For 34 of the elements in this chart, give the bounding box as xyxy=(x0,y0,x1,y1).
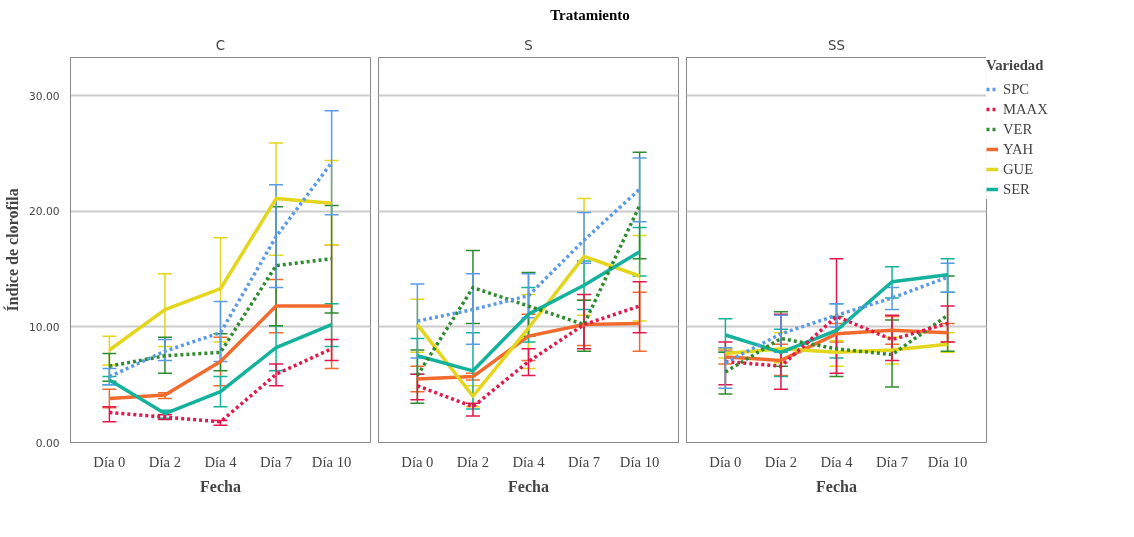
legend-title: Variedad xyxy=(986,57,1045,74)
x-tick-label: Día 4 xyxy=(204,453,238,470)
x-tick-label: Día 0 xyxy=(401,453,434,470)
x-tick-label: Día 7 xyxy=(259,453,293,470)
x-tick-label: Día 10 xyxy=(927,453,968,470)
x-axis-title: Fecha xyxy=(508,477,549,495)
legend-label: YAH xyxy=(1003,140,1034,158)
y-tick-label: 30.00 xyxy=(28,89,60,103)
y-axis-title: Índice de clorofila xyxy=(2,188,21,312)
x-tick-label: Día 7 xyxy=(875,453,909,470)
x-tick-label: Día 0 xyxy=(709,453,742,470)
x-tick-label: Día 0 xyxy=(93,453,126,470)
legend-label: SER xyxy=(1003,180,1030,198)
x-tick-label: Día 10 xyxy=(619,453,660,470)
x-tick-label: Día 2 xyxy=(764,453,798,470)
legend-label: GUE xyxy=(1003,160,1034,178)
y-tick-label: 0.00 xyxy=(35,436,60,450)
legend-label: VER xyxy=(1003,120,1033,138)
x-tick-label: Día 4 xyxy=(820,453,854,470)
x-axis-title: Fecha xyxy=(816,477,857,495)
x-tick-label: Día 2 xyxy=(456,453,490,470)
legend-label: MAAX xyxy=(1003,100,1048,118)
chart-title: C xyxy=(215,37,226,53)
x-tick-label: Día 2 xyxy=(148,453,182,470)
x-axis-title: Fecha xyxy=(200,477,241,495)
x-tick-label: Día 4 xyxy=(512,453,546,470)
chart-title: S xyxy=(524,37,533,53)
y-tick-label: 20.00 xyxy=(28,205,60,219)
text: Tratamiento xyxy=(550,6,630,25)
legend-label: SPC xyxy=(1003,80,1030,98)
x-tick-label: Día 10 xyxy=(311,453,352,470)
x-tick-label: Día 7 xyxy=(567,453,601,470)
y-tick-label: 10.00 xyxy=(28,320,60,334)
chart-title: SS xyxy=(828,37,845,53)
